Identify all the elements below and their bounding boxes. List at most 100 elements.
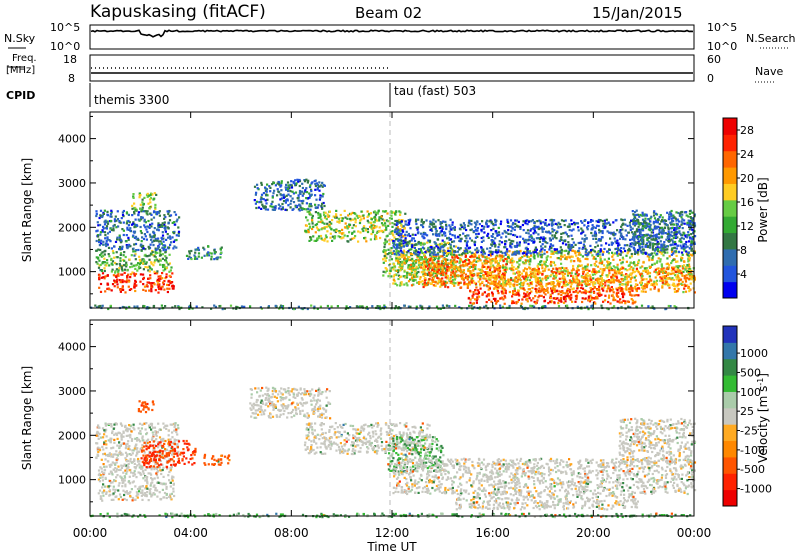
power-cell bbox=[107, 253, 110, 256]
power-cell bbox=[450, 253, 453, 256]
power-cell bbox=[608, 263, 611, 266]
power-cell bbox=[139, 273, 142, 276]
power-cell bbox=[628, 275, 631, 278]
power-cell bbox=[163, 280, 166, 283]
power-cell bbox=[269, 205, 272, 208]
power-cell bbox=[425, 283, 428, 287]
power-cell bbox=[526, 276, 529, 279]
power-cell bbox=[581, 247, 584, 250]
power-cell bbox=[664, 275, 668, 278]
power-cell bbox=[536, 266, 539, 269]
power-cell bbox=[522, 229, 525, 232]
power-cell bbox=[592, 270, 595, 273]
power-cell bbox=[567, 250, 570, 253]
power-cell bbox=[106, 222, 110, 225]
power-cell bbox=[95, 212, 98, 215]
power-cell bbox=[627, 280, 630, 283]
power-cell bbox=[444, 220, 447, 223]
power-cell bbox=[584, 250, 587, 253]
power-cell bbox=[397, 246, 400, 249]
power-cell bbox=[458, 282, 461, 285]
power-cell bbox=[264, 208, 267, 211]
power-cell bbox=[110, 289, 113, 292]
power-cell bbox=[610, 276, 613, 279]
power-cell bbox=[142, 273, 145, 276]
power-cell bbox=[587, 299, 590, 302]
power-cell bbox=[534, 287, 537, 290]
power-cell bbox=[516, 250, 519, 253]
power-cell bbox=[375, 211, 378, 214]
power-cell bbox=[169, 243, 172, 246]
power-cell bbox=[372, 224, 375, 227]
power-cell bbox=[560, 290, 563, 293]
power-cell bbox=[551, 237, 554, 240]
power-cell bbox=[317, 211, 320, 215]
power-cell bbox=[445, 254, 448, 257]
power-cell bbox=[462, 260, 465, 263]
power-cell bbox=[608, 294, 611, 297]
power-cell bbox=[141, 216, 144, 219]
power-cell bbox=[141, 208, 144, 211]
power-cell bbox=[208, 251, 211, 255]
power-cell bbox=[529, 270, 532, 273]
power-cell bbox=[614, 247, 617, 251]
power-cell bbox=[435, 274, 438, 277]
power-cell bbox=[578, 260, 581, 263]
power-cell bbox=[127, 219, 130, 223]
power-cell bbox=[262, 192, 265, 195]
power-cell bbox=[346, 227, 349, 230]
power-cell bbox=[123, 280, 126, 283]
power-cell bbox=[342, 231, 345, 235]
power-cell bbox=[588, 290, 591, 294]
power-cell bbox=[511, 259, 514, 262]
power-cell bbox=[392, 211, 395, 214]
power-cell bbox=[121, 245, 124, 248]
power-cell bbox=[167, 263, 170, 266]
power-cell bbox=[666, 283, 670, 286]
power-cell bbox=[633, 252, 636, 255]
power-cell bbox=[594, 226, 597, 229]
power-cell bbox=[620, 225, 623, 228]
power-cell bbox=[154, 252, 157, 255]
power-cell bbox=[99, 231, 102, 234]
power-cell bbox=[580, 264, 583, 267]
power-cell bbox=[447, 262, 450, 265]
power-cell bbox=[536, 277, 540, 280]
power-cell bbox=[125, 240, 128, 243]
power-cell bbox=[495, 302, 498, 305]
power-cell bbox=[126, 228, 129, 231]
power-cell bbox=[611, 251, 614, 254]
power-cell bbox=[109, 213, 113, 216]
power-cell bbox=[320, 204, 323, 207]
power-cell bbox=[554, 222, 557, 225]
power-cell bbox=[509, 261, 512, 264]
power-cell bbox=[154, 256, 157, 259]
power-cell bbox=[528, 250, 531, 253]
power-cell bbox=[111, 250, 115, 253]
power-cell bbox=[689, 282, 692, 285]
power-cell bbox=[289, 183, 292, 186]
power-cell bbox=[535, 231, 538, 234]
power-cell bbox=[434, 274, 437, 277]
power-cell bbox=[154, 207, 157, 211]
power-cell bbox=[266, 194, 269, 197]
power-cell bbox=[693, 222, 696, 225]
power-cell bbox=[166, 210, 169, 213]
power-cell bbox=[688, 265, 691, 268]
power-cell bbox=[102, 240, 105, 243]
power-cell bbox=[576, 291, 579, 294]
power-cell bbox=[619, 234, 622, 237]
power-cell bbox=[460, 271, 463, 274]
power-cell bbox=[424, 251, 427, 254]
power-cell bbox=[316, 237, 319, 240]
power-cell bbox=[550, 300, 553, 303]
power-cell bbox=[564, 292, 567, 295]
power-cell bbox=[442, 251, 445, 254]
power-cell bbox=[559, 246, 562, 249]
power-cell bbox=[120, 268, 124, 271]
power-cell bbox=[133, 210, 136, 214]
power-cell bbox=[145, 238, 148, 241]
power-cell bbox=[449, 276, 452, 279]
power-cell bbox=[308, 185, 312, 189]
power-cell bbox=[428, 225, 431, 228]
